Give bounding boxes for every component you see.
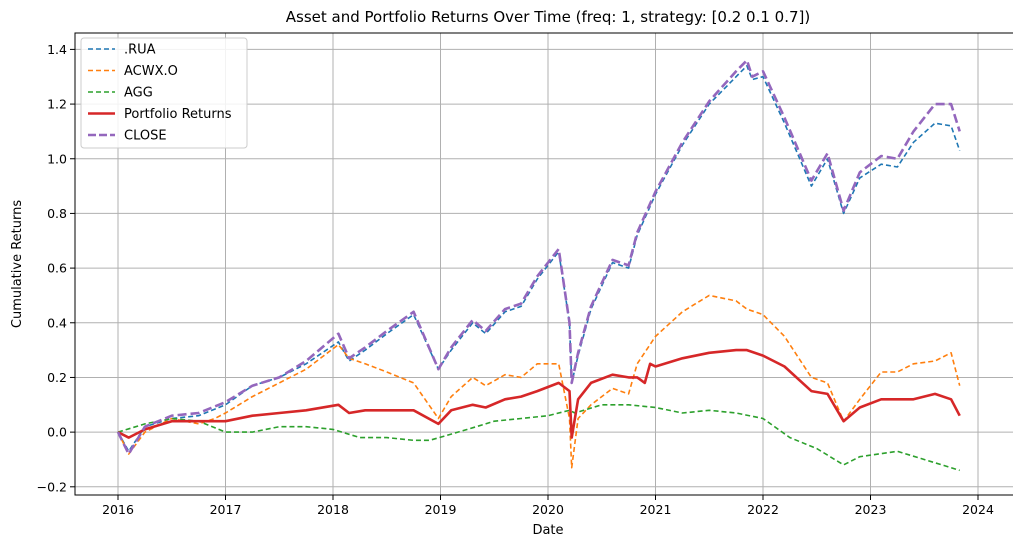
x-tick-label: 2016 — [102, 502, 134, 517]
grid — [75, 33, 1013, 495]
series-line-close — [116, 58, 961, 456]
series-line-agg — [117, 403, 960, 472]
y-tick-label: 1.0 — [47, 151, 67, 166]
legend-label-rua: .RUA — [124, 43, 156, 58]
series-line-portfolio-returns — [117, 348, 961, 439]
y-tick-label: 1.2 — [47, 97, 67, 112]
axis-ticks: 2016 2017 2018 2019 2020 2021 2022 2023 2024 −0.2… — [37, 42, 994, 517]
x-tick-label: 2021 — [640, 502, 672, 517]
y-tick-label: 0.6 — [47, 261, 67, 276]
legend-box — [80, 37, 248, 149]
y-tick-label: 0.8 — [47, 206, 67, 221]
x-tick-label: 2020 — [532, 502, 564, 517]
x-tick-label: 2017 — [210, 502, 242, 517]
legend-label-agg: AGG — [124, 86, 153, 101]
y-axis-title: Cumulative Returns — [10, 200, 25, 328]
y-tick-label: −0.2 — [37, 479, 67, 494]
x-tick-label: 2019 — [425, 502, 457, 517]
legend-label-acwx-o: ACWX.O — [124, 64, 178, 79]
legend-label-portfolio-returns: Portfolio Returns — [124, 107, 232, 122]
legend-label-close: CLOSE — [124, 129, 167, 144]
legend: .RUA ACWX.O AGG Portfolio Returns CLOSE — [80, 37, 248, 149]
y-tick-label: 0.2 — [47, 370, 67, 385]
y-tick-label: 0.4 — [47, 315, 67, 330]
plot-series — [116, 58, 961, 472]
x-tick-label: 2018 — [317, 502, 349, 517]
y-tick-label: 0.0 — [47, 425, 67, 440]
x-tick-label: 2022 — [747, 502, 779, 517]
series-line-acwx-o — [117, 294, 961, 469]
chart-title: Asset and Portfolio Returns Over Time (f… — [286, 8, 811, 26]
x-tick-label: 2023 — [855, 502, 887, 517]
x-axis-title: Date — [532, 523, 563, 538]
x-tick-label: 2024 — [962, 502, 994, 517]
y-tick-label: 1.4 — [47, 42, 67, 57]
